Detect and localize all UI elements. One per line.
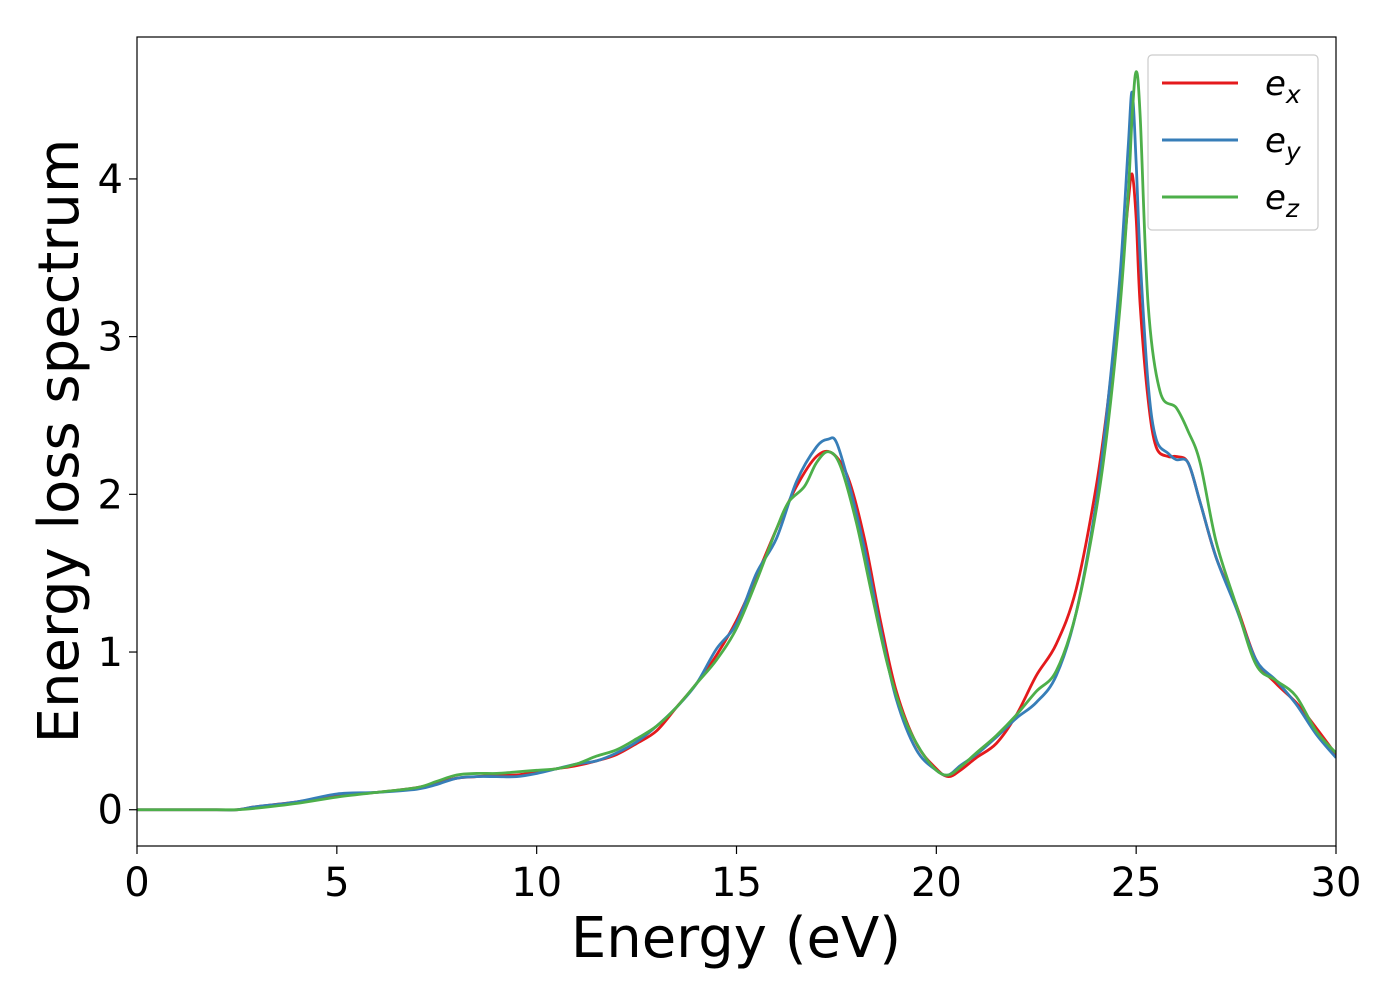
x-tick-label: 30 <box>1311 860 1362 906</box>
series-layer <box>137 70 1336 812</box>
x-tick-label: 5 <box>324 860 349 906</box>
x-tick-label: 20 <box>911 860 962 906</box>
y-tick-label: 2 <box>98 472 123 518</box>
legend-label-z: ez <box>1265 178 1300 223</box>
x-tick-label: 10 <box>511 860 562 906</box>
x-tick-label: 25 <box>1111 860 1162 906</box>
x-tick-label: 0 <box>124 860 149 906</box>
x-axis-title: Energy (eV) <box>571 906 901 971</box>
y-tick-label: 0 <box>98 788 123 834</box>
y-tick-label: 4 <box>98 157 123 203</box>
y-tick-label: 3 <box>98 315 123 361</box>
y-tick-label: 1 <box>98 630 123 676</box>
legend-label-y: ey <box>1265 121 1302 166</box>
x-tick-label: 15 <box>711 860 762 906</box>
legend-box <box>1147 54 1319 231</box>
legend: ex ey ez <box>1147 54 1319 231</box>
y-axis: 0 1 2 3 4 <box>98 157 137 834</box>
y-axis-title: Energy loss spectrum <box>27 139 92 744</box>
legend-label-x: ex <box>1265 64 1301 109</box>
series-line-z <box>137 70 1336 812</box>
x-axis: 0 5 10 15 20 25 30 <box>124 846 1361 906</box>
